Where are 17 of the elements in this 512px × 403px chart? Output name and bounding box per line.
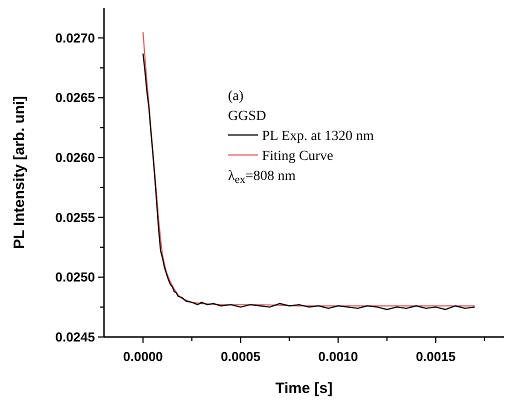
x-axis-title: Time [s] bbox=[275, 380, 333, 397]
y-tick-label: 0.0260 bbox=[55, 150, 95, 166]
annotation: (a) bbox=[228, 89, 244, 104]
y-tick-label: 0.0255 bbox=[55, 210, 95, 225]
annotation: λ$_{ex}$=808 nm bbox=[228, 169, 296, 186]
y-tick-label: 0.0245 bbox=[55, 330, 95, 344]
y-tick-label: 0.0250 bbox=[55, 270, 95, 285]
legend-label: PL Exp. at 1320 nm bbox=[262, 129, 374, 144]
y-axis-title: PL Intensity [arb. uni] bbox=[11, 96, 28, 250]
legend-label: Fiting Curve bbox=[262, 149, 334, 164]
x-tick-label: 0.0000 bbox=[123, 349, 163, 364]
y-tick-label: 0.0265 bbox=[55, 90, 95, 106]
annotation: GGSD bbox=[228, 109, 266, 124]
x-tick-label: 0.0005 bbox=[220, 349, 260, 364]
y-tick-label: 0.0270 bbox=[55, 30, 95, 46]
x-tick-label: 0.0010 bbox=[318, 349, 358, 364]
x-tick-label: 0.0015 bbox=[416, 349, 456, 364]
